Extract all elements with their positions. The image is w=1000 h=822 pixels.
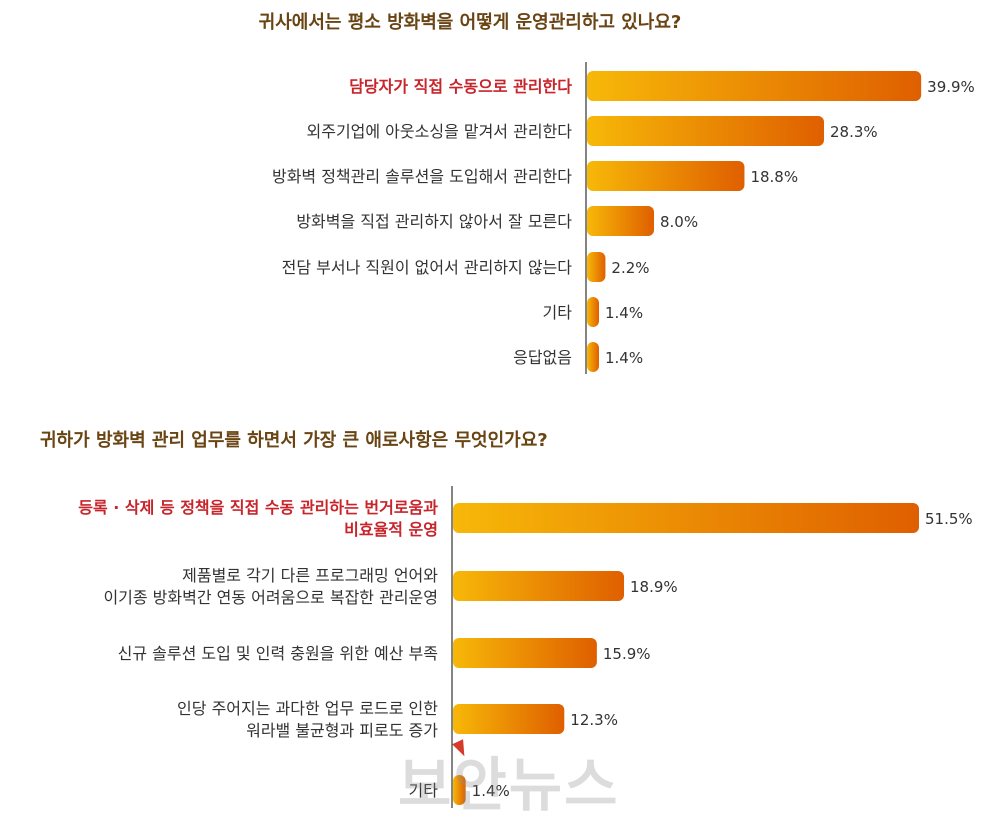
category-label: 비효율적 운영 xyxy=(344,520,438,539)
bar xyxy=(587,206,654,236)
category-label: 인당 주어지는 과다한 업무 로드로 인한 xyxy=(177,699,438,718)
category-label: 외주기업에 아웃소싱을 맡겨서 관리한다 xyxy=(307,122,573,141)
category-label: 등록 · 삭제 등 정책을 직접 수동 관리하는 번거로움과 xyxy=(78,498,438,517)
bar xyxy=(453,571,625,601)
data-label: 28.3% xyxy=(830,123,878,141)
data-label: 18.8% xyxy=(750,168,798,186)
category-label: 이기종 방화벽간 연동 어려움으로 복잡한 관리운영 xyxy=(103,588,438,607)
data-label: 1.4% xyxy=(605,304,643,322)
bar xyxy=(587,161,745,191)
data-label: 12.3% xyxy=(570,711,618,729)
bar xyxy=(453,775,466,805)
data-label: 8.0% xyxy=(660,213,698,231)
bar xyxy=(587,252,606,282)
bar xyxy=(587,297,599,327)
data-label: 2.2% xyxy=(611,259,649,277)
category-label: 워라밸 불균형과 피로도 증가 xyxy=(246,721,438,740)
category-label: 기타 xyxy=(543,303,573,322)
category-label: 방화벽 정책관리 솔루션을 도입해서 관리한다 xyxy=(272,167,572,186)
category-label: 기타 xyxy=(409,781,439,800)
chart-firewall-management: 귀사에서는 평소 방화벽을 어떻게 운영관리하고 있나요? 39.9% 담당자가 직… xyxy=(259,11,975,374)
bar xyxy=(453,503,919,533)
bar xyxy=(587,342,599,372)
bar xyxy=(453,638,597,668)
watermark-logo: 보안뉴스 xyxy=(398,751,620,819)
category-label: 신규 솔루션 도입 및 인력 충원을 위한 예산 부족 xyxy=(118,644,438,663)
data-label: 15.9% xyxy=(603,645,651,663)
data-label: 1.4% xyxy=(472,782,510,800)
bar xyxy=(587,116,825,146)
chart-firewall-difficulties: 귀하가 방화벽 관리 업무를 하면서 가장 큰 애로사항은 무엇인가요? 51.5… xyxy=(40,430,973,808)
chart-title: 귀하가 방화벽 관리 업무를 하면서 가장 큰 애로사항은 무엇인가요? xyxy=(40,430,548,451)
data-label: 18.9% xyxy=(630,578,678,596)
data-label: 1.4% xyxy=(605,349,643,367)
category-label: 전담 부서나 직원이 없어서 관리하지 않는다 xyxy=(282,258,573,277)
category-label: 방화벽을 직접 관리하지 않아서 잘 모른다 xyxy=(296,212,572,231)
bar xyxy=(453,704,565,734)
data-label: 39.9% xyxy=(927,78,975,96)
category-label: 응답없음 xyxy=(513,348,572,367)
chart-title: 귀사에서는 평소 방화벽을 어떻게 운영관리하고 있나요? xyxy=(259,11,682,33)
bar xyxy=(587,71,922,101)
data-label: 51.5% xyxy=(925,510,973,528)
category-label: 담당자가 직접 수동으로 관리한다 xyxy=(349,77,572,96)
category-label: 제품별로 각기 다른 프로그래밍 언어와 xyxy=(182,566,438,585)
